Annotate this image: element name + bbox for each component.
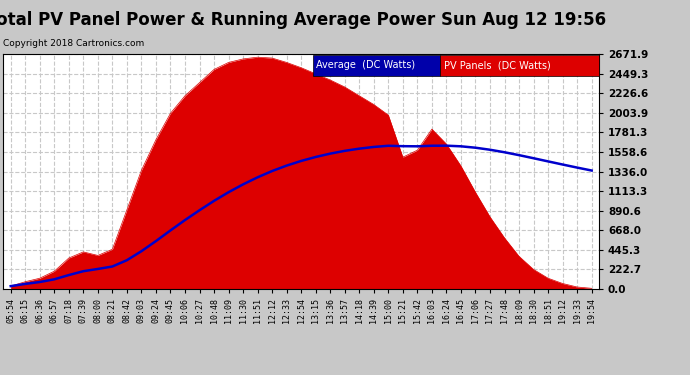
Text: Total PV Panel Power & Running Average Power Sun Aug 12 19:56: Total PV Panel Power & Running Average P… (0, 11, 607, 29)
Text: Copyright 2018 Cartronics.com: Copyright 2018 Cartronics.com (3, 39, 145, 48)
Text: Average  (DC Watts): Average (DC Watts) (316, 60, 415, 70)
Text: PV Panels  (DC Watts): PV Panels (DC Watts) (444, 60, 551, 70)
